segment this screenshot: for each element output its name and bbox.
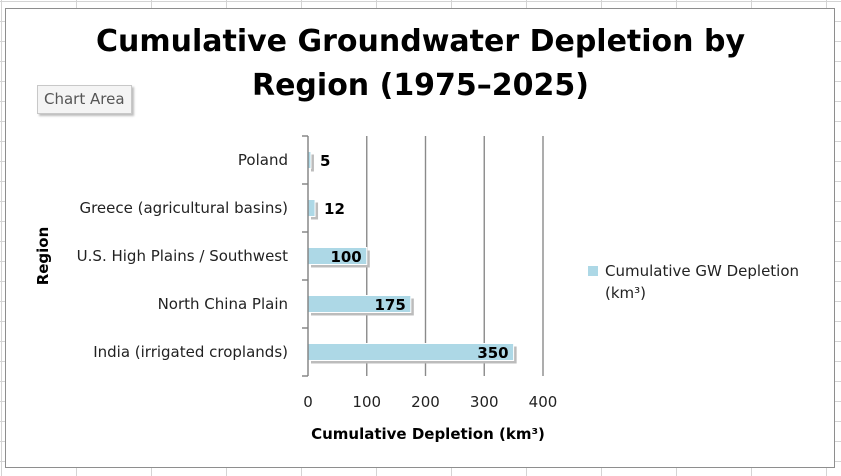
bar-shadow	[311, 154, 314, 172]
chart-title-line-1: Cumulative Groundwater Depletion by	[95, 24, 745, 59]
gridlines	[366, 136, 544, 376]
data-label: 100	[330, 248, 361, 266]
chart-area[interactable]	[5, 8, 835, 468]
y-category-label: India (irrigated croplands)	[93, 343, 288, 361]
chart-title-line-2: Region (1975–2025)	[251, 68, 590, 103]
data-label: 5	[320, 152, 330, 170]
chart-area-tooltip: Chart Area	[37, 85, 132, 114]
chart-title: Cumulative Groundwater Depletion by Regi…	[0, 20, 841, 108]
x-tick-label: 0	[303, 393, 313, 411]
x-tick-label: 300	[470, 393, 499, 411]
y-category-label: U.S. High Plains / Southwest	[77, 247, 288, 265]
y-axis-title: Region	[34, 227, 52, 286]
data-label: 175	[375, 296, 406, 314]
x-tick-label: 200	[411, 393, 440, 411]
axes	[302, 135, 309, 377]
bars	[307, 151, 517, 364]
legend-label-line-2: (km³)	[605, 284, 647, 302]
y-category-label: Greece (agricultural basins)	[79, 199, 288, 217]
y-category-label: North China Plain	[158, 295, 288, 313]
labels: 0 100 200 300 400 India (irrigated croplands)…	[77, 151, 558, 411]
legend-label-line-1: Cumulative GW Depletion	[605, 262, 800, 280]
data-label: 350	[477, 344, 508, 362]
legend-swatch	[588, 266, 598, 276]
y-category-label: Poland	[238, 151, 288, 169]
legend-label: Cumulative GW Depletion (km³)	[605, 260, 799, 304]
x-axis-title: Cumulative Depletion (km³)	[311, 425, 545, 443]
x-tick-label: 400	[529, 393, 558, 411]
data-label: 12	[324, 200, 345, 218]
x-tick-label: 100	[352, 393, 381, 411]
bar	[307, 199, 316, 217]
